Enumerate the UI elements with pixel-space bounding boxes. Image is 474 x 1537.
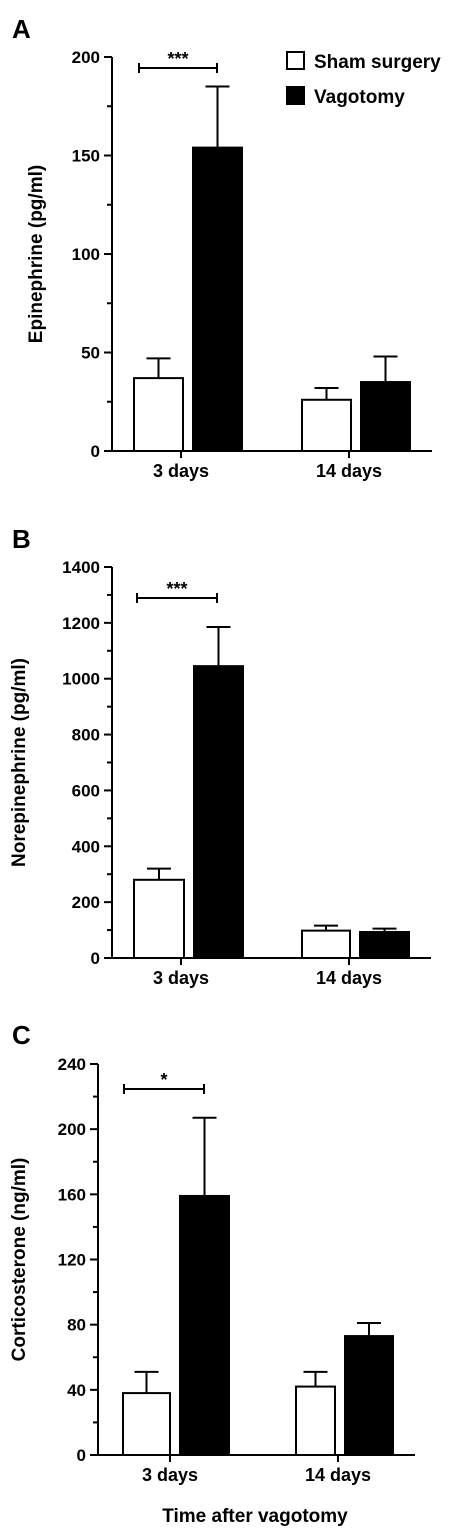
y-tick-label: 0 — [91, 442, 100, 461]
legend-swatch-sham — [286, 51, 305, 70]
y-tick-label: 400 — [72, 837, 100, 856]
panel-letter: A — [12, 14, 31, 44]
bar — [122, 1392, 171, 1457]
legend-label-vagotomy: Vagotomy — [314, 87, 405, 108]
y-tick-label: 120 — [58, 1251, 86, 1270]
y-tick-label: 0 — [91, 949, 100, 968]
y-tick-label: 1400 — [62, 558, 100, 577]
legend-swatch-vagotomy — [286, 86, 305, 105]
x-tick-label: 3 days — [153, 461, 209, 481]
bar — [192, 146, 243, 452]
significance-label: * — [160, 1070, 167, 1090]
x-tick-label: 14 days — [316, 968, 382, 988]
y-axis-title: Norepinephrine (pg/ml) — [9, 658, 30, 867]
bar — [133, 377, 184, 452]
y-tick-label: 150 — [72, 147, 100, 166]
panel-letter: B — [12, 524, 31, 554]
x-tick-label: 14 days — [316, 461, 382, 481]
significance-label: *** — [166, 579, 187, 599]
bar — [360, 381, 411, 452]
y-tick-label: 1200 — [62, 614, 100, 633]
y-tick-label: 600 — [72, 781, 100, 800]
bar — [301, 398, 352, 452]
chart-panel-a: A 0 50 100 150 200 Epinephrine (pg/ml) 3 days 14… — [12, 14, 432, 481]
y-tick-label: 800 — [72, 726, 100, 745]
y-tick-label: 100 — [72, 245, 100, 264]
bar — [344, 1335, 394, 1456]
bar — [133, 878, 185, 959]
significance-label: *** — [167, 49, 188, 69]
panel-letter: C — [12, 1020, 31, 1050]
bar — [179, 1194, 230, 1457]
x-axis-title: Time after vagotomy — [162, 1506, 348, 1527]
y-tick-label: 240 — [58, 1055, 86, 1074]
y-tick-label: 40 — [67, 1381, 86, 1400]
y-tick-label: 200 — [58, 1120, 86, 1139]
bar — [295, 1385, 336, 1456]
y-tick-label: 160 — [58, 1185, 86, 1204]
bar — [359, 931, 410, 959]
y-tick-label: 200 — [72, 893, 100, 912]
bar — [301, 929, 351, 960]
y-tick-label: 50 — [81, 344, 100, 363]
y-tick-label: 80 — [67, 1316, 86, 1335]
x-tick-label: 14 days — [305, 1465, 371, 1485]
y-axis-title: Epinephrine (pg/ml) — [26, 165, 47, 343]
bar — [193, 665, 244, 959]
y-tick-label: 1000 — [62, 670, 100, 689]
y-axis-title: Corticosterone (ng/ml) — [9, 1158, 30, 1362]
chart-panel-c: C 0 40 80 120 160 200 240 Corticosterone (ng/ml)… — [9, 1020, 415, 1485]
x-tick-label: 3 days — [153, 968, 209, 988]
legend-label-sham: Sham surgery — [314, 52, 441, 73]
y-tick-label: 200 — [72, 48, 100, 67]
x-tick-label: 3 days — [142, 1465, 198, 1485]
legend: Sham surgery Vagotomy — [286, 51, 441, 108]
y-tick-label: 0 — [77, 1446, 86, 1465]
chart-panel-b: B 0 200 400 600 800 1000 1200 1400 Norepinephrine… — [9, 524, 431, 988]
